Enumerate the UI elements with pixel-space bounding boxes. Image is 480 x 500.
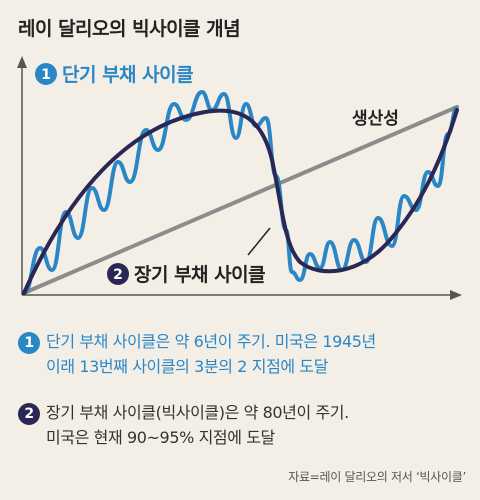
note-1-line-2: 이래 13번째 사이클의 3분의 2 지점에 도달 (46, 357, 329, 376)
note-2-line-1: 장기 부채 사이클(빅사이클)은 약 80년이 주기. (46, 403, 349, 422)
note-long-cycle: 2 장기 부채 사이클(빅사이클)은 약 80년이 주기. 미국은 현재 90~9… (18, 400, 468, 450)
long-cycle-pointer (247, 227, 271, 256)
big-cycle-diagram: 1 단기 부채 사이클 생산성 2 장기 부채 사이클 (17, 56, 462, 300)
page-title: 레이 달리오의 빅사이클 개념 (18, 18, 241, 40)
note-1-number-badge: 1 (18, 331, 40, 354)
short-cycle-number: 1 (41, 67, 51, 83)
long-cycle-number: 2 (113, 267, 123, 283)
long-cycle-line (22, 108, 459, 295)
x-axis-arrow-icon (450, 290, 462, 300)
long-cycle-number-badge (107, 263, 129, 285)
y-axis-arrow-icon (17, 56, 27, 68)
note-2-line-2: 미국은 현재 90~95% 지점에 도달 (46, 428, 275, 447)
long-cycle-label: 장기 부채 사이클 (134, 264, 265, 286)
note-1-line-1: 단기 부채 사이클은 약 6년이 주기. 미국은 1945년 (46, 332, 376, 351)
note-short-cycle: 1 단기 부채 사이클은 약 6년이 주기. 미국은 1945년 이래 13번째 … (18, 329, 468, 379)
short-cycle-number-badge (35, 63, 57, 85)
productivity-label: 생산성 (352, 109, 399, 129)
short-cycle-label: 단기 부채 사이클 (62, 64, 193, 86)
source-credit: 자료=레이 달리오의 저서 ‘빅사이클’ (288, 470, 466, 484)
note-2-number-badge: 2 (18, 402, 40, 425)
short-cycle-line (22, 90, 459, 295)
productivity-line (22, 105, 459, 295)
